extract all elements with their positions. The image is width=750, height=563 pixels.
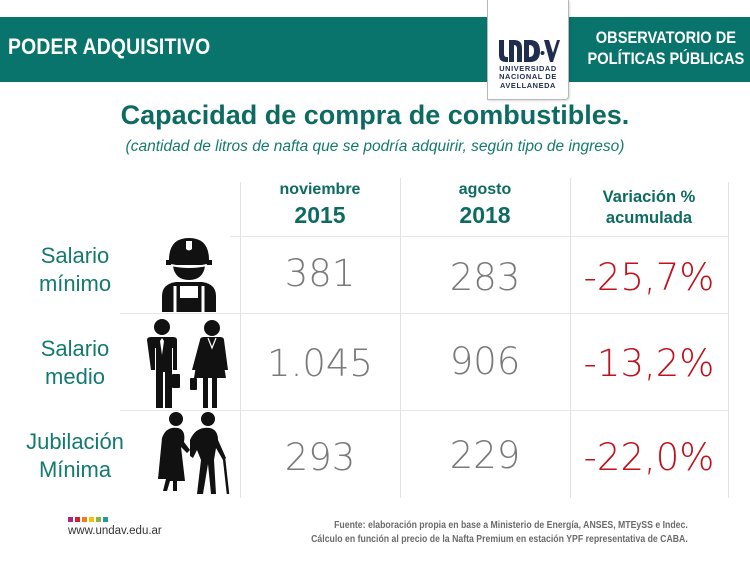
column-header-2015-year: 2015 [294,202,346,228]
page-title: Capacidad de compra de combustibles. [120,100,630,130]
brand-square [75,517,80,522]
row-label-line2: mínimo [38,271,112,296]
observatory-line-2: POLÍTICAS PÚBLICAS [587,49,744,68]
row-label-jubilacion-minima: Jubilación Mínima [0,428,150,484]
column-header-2015-month: noviembre [279,181,361,198]
cell-salario-medio-variation: -13,2% [583,342,715,385]
cell-jubilacion-minima-2018: 229 [449,434,521,477]
observatory-title: OBSERVATORIO DE POLÍTICAS PÚBLICAS [587,27,744,69]
page-subtitle: (cantidad de litros de nafta que se podr… [125,138,625,155]
row-label-line1: Salario [40,336,110,361]
undav-logo: UNIVERSIDAD NACIONAL DE AVELLANEDA [487,0,569,100]
construction-worker-icon [162,238,216,312]
header-band [0,17,750,82]
undav-logo-mark [499,40,560,62]
column-header-variation: Variación % acumulada [570,187,728,229]
grid-line-v2 [400,178,401,498]
logo-line-1: UNIVERSIDAD [499,64,557,73]
cell-jubilacion-minima-2015: 293 [284,436,356,479]
row-label-line1: Jubilación [26,429,124,454]
row-label-salario-minimo: Salario mínimo [0,242,150,298]
brand-square [68,517,73,522]
section-title: PODER ADQUISITIVO [8,34,211,59]
grid-line-v3 [570,178,571,498]
observatory-line-1: OBSERVATORIO DE [595,28,736,47]
cell-salario-minimo-2015: 381 [284,252,356,295]
elderly-couple-icon [158,412,230,494]
grid-line-v1 [240,182,241,498]
cell-salario-medio-2015: 1.045 [267,342,373,385]
row-label-line2: medio [45,364,105,389]
column-header-2018-month: agosto [458,181,512,198]
row-label-line1: Salario [40,243,110,268]
column-header-2018: agosto 2018 [400,180,570,230]
grid-line-h2 [120,313,728,314]
source-line-1: Fuente: elaboración propia en base a Min… [334,519,688,531]
logo-line-2: NACIONAL DE [499,72,557,82]
cell-salario-minimo-2018: 283 [449,256,521,299]
grid-line-h1 [230,236,728,237]
grid-line-h3 [120,410,728,411]
column-header-2015: noviembre 2015 [240,180,400,230]
row-label-line2: Mínima [38,457,112,482]
brand-square [96,517,101,522]
brand-square [82,517,87,522]
logo-line-3: AVELLANEDA [500,80,556,90]
cell-jubilacion-minima-variation: -22,0% [583,436,715,479]
brand-color-squares [68,517,108,522]
source-line-2: Cálculo en función al precio de la Nafta… [311,532,688,545]
source-note: Fuente: elaboración propia en base a Min… [311,519,688,546]
brand-square [89,517,94,522]
column-header-2018-year: 2018 [459,202,511,228]
office-workers-icon [147,319,228,408]
undav-logo-text: UNIVERSIDAD NACIONAL DE AVELLANEDA [488,64,568,90]
brand-square [103,517,108,522]
column-header-variation-line2: acumulada [605,209,693,227]
cell-salario-minimo-variation: -25,7% [583,256,715,299]
website-link[interactable]: www.undav.edu.ar [68,525,162,537]
grid-line-v4 [728,182,729,498]
row-label-salario-medio: Salario medio [0,335,150,391]
cell-salario-medio-2018: 906 [449,340,521,383]
column-header-variation-line1: Variación % [602,188,696,206]
